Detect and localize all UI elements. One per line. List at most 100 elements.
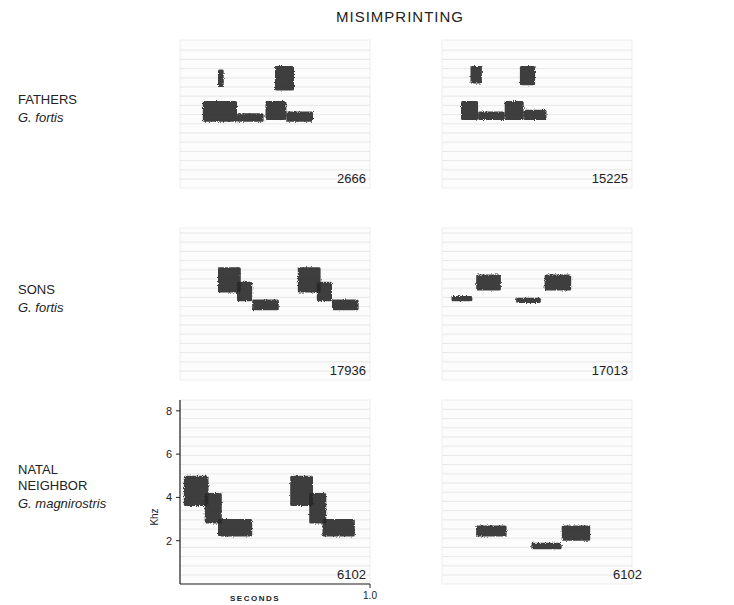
note bbox=[545, 274, 572, 290]
ruled-line bbox=[442, 242, 632, 243]
ruled-line bbox=[442, 483, 632, 484]
ruled-paper bbox=[442, 400, 632, 584]
ruled-line bbox=[442, 87, 632, 88]
y-axis-title: Khz bbox=[149, 508, 160, 525]
panel: 6102 bbox=[442, 400, 642, 584]
ruled-line bbox=[442, 556, 632, 557]
panel: 2666 bbox=[180, 40, 370, 188]
y-axis bbox=[179, 400, 180, 584]
recording-id: 15225 bbox=[592, 171, 628, 186]
notes bbox=[461, 66, 547, 120]
note bbox=[237, 282, 252, 302]
panel-ground bbox=[180, 228, 370, 380]
note bbox=[286, 111, 313, 121]
row-title: NATALNEIGHBOR bbox=[18, 462, 87, 493]
ruled-line bbox=[180, 233, 370, 234]
ruled-line bbox=[180, 59, 370, 60]
ruled-line bbox=[442, 565, 632, 566]
ruled-line bbox=[442, 575, 632, 576]
ruled-line bbox=[442, 151, 632, 152]
x-tick bbox=[370, 584, 371, 588]
note bbox=[505, 101, 524, 120]
y-tick bbox=[176, 454, 180, 455]
ruled-line bbox=[442, 510, 632, 511]
ruled-line bbox=[442, 233, 632, 234]
row-title: FATHERS bbox=[18, 92, 77, 107]
ruled-line bbox=[180, 269, 370, 270]
notes bbox=[218, 267, 359, 310]
ruled-line bbox=[180, 547, 370, 548]
note bbox=[516, 298, 541, 303]
figure-title: MISIMPRINTING bbox=[336, 8, 464, 25]
row-label: NATALNEIGHBOR G. magnirostris bbox=[18, 462, 107, 511]
note bbox=[218, 70, 224, 87]
panel: 24681.0KhzSECONDS6102 bbox=[149, 400, 377, 603]
ruled-line bbox=[442, 464, 632, 465]
panel-ground bbox=[442, 228, 632, 380]
panel-ground bbox=[442, 40, 632, 188]
note bbox=[332, 300, 359, 311]
notes bbox=[452, 274, 572, 303]
panel: 17013 bbox=[442, 228, 632, 380]
note bbox=[476, 526, 506, 537]
ruled-line bbox=[442, 446, 632, 447]
note bbox=[218, 519, 252, 536]
ruled-line bbox=[180, 352, 370, 353]
note bbox=[461, 101, 478, 120]
notes bbox=[203, 66, 313, 122]
y-tick-label: 8 bbox=[166, 405, 172, 417]
ruled-paper bbox=[180, 228, 370, 380]
ruled-line bbox=[442, 334, 632, 335]
row-species: G. fortis bbox=[18, 300, 64, 315]
notes bbox=[476, 526, 590, 550]
ruled-line bbox=[180, 242, 370, 243]
ruled-line bbox=[442, 160, 632, 161]
note bbox=[309, 493, 326, 523]
ruled-line bbox=[180, 315, 370, 316]
ruled-line bbox=[180, 325, 370, 326]
ruled-line bbox=[180, 464, 370, 465]
ruled-line bbox=[180, 334, 370, 335]
ruled-line bbox=[180, 446, 370, 447]
x-tick-label: 1.0 bbox=[363, 590, 377, 601]
ruled-line bbox=[442, 455, 632, 456]
y-tick bbox=[176, 540, 180, 541]
panel: 15225 bbox=[442, 40, 632, 188]
ruled-line bbox=[442, 343, 632, 344]
ruled-line bbox=[180, 297, 370, 298]
ruled-line bbox=[442, 519, 632, 520]
x-axis bbox=[180, 583, 370, 584]
ruled-line bbox=[180, 418, 370, 419]
recording-id: 2666 bbox=[337, 171, 366, 186]
ruled-line bbox=[442, 492, 632, 493]
ruled-paper bbox=[442, 40, 632, 188]
note bbox=[323, 519, 355, 536]
ruled-line bbox=[442, 501, 632, 502]
note bbox=[203, 101, 237, 122]
ruled-line bbox=[180, 455, 370, 456]
row-species: G. magnirostris bbox=[18, 496, 107, 511]
y-tick-label: 6 bbox=[166, 448, 172, 460]
row-label: SONS G. fortis bbox=[18, 282, 64, 315]
y-tick bbox=[176, 410, 180, 411]
ruled-line bbox=[180, 151, 370, 152]
ruled-line bbox=[180, 123, 370, 124]
row-label: FATHERSG. fortis bbox=[18, 92, 77, 125]
note bbox=[266, 101, 287, 120]
notes bbox=[184, 476, 355, 537]
note bbox=[562, 526, 591, 541]
ruled-line bbox=[442, 133, 632, 134]
ruled-line bbox=[442, 325, 632, 326]
ruled-line bbox=[180, 251, 370, 252]
ruled-line bbox=[442, 315, 632, 316]
ruled-line bbox=[180, 538, 370, 539]
ruled-paper bbox=[442, 228, 632, 380]
note bbox=[275, 66, 294, 90]
note bbox=[452, 296, 473, 301]
y-tick bbox=[176, 497, 180, 498]
ruled-line bbox=[442, 409, 632, 410]
row-title: SONS bbox=[18, 282, 55, 297]
ruled-paper bbox=[180, 40, 370, 188]
ruled-line bbox=[180, 556, 370, 557]
ruled-line bbox=[180, 288, 370, 289]
